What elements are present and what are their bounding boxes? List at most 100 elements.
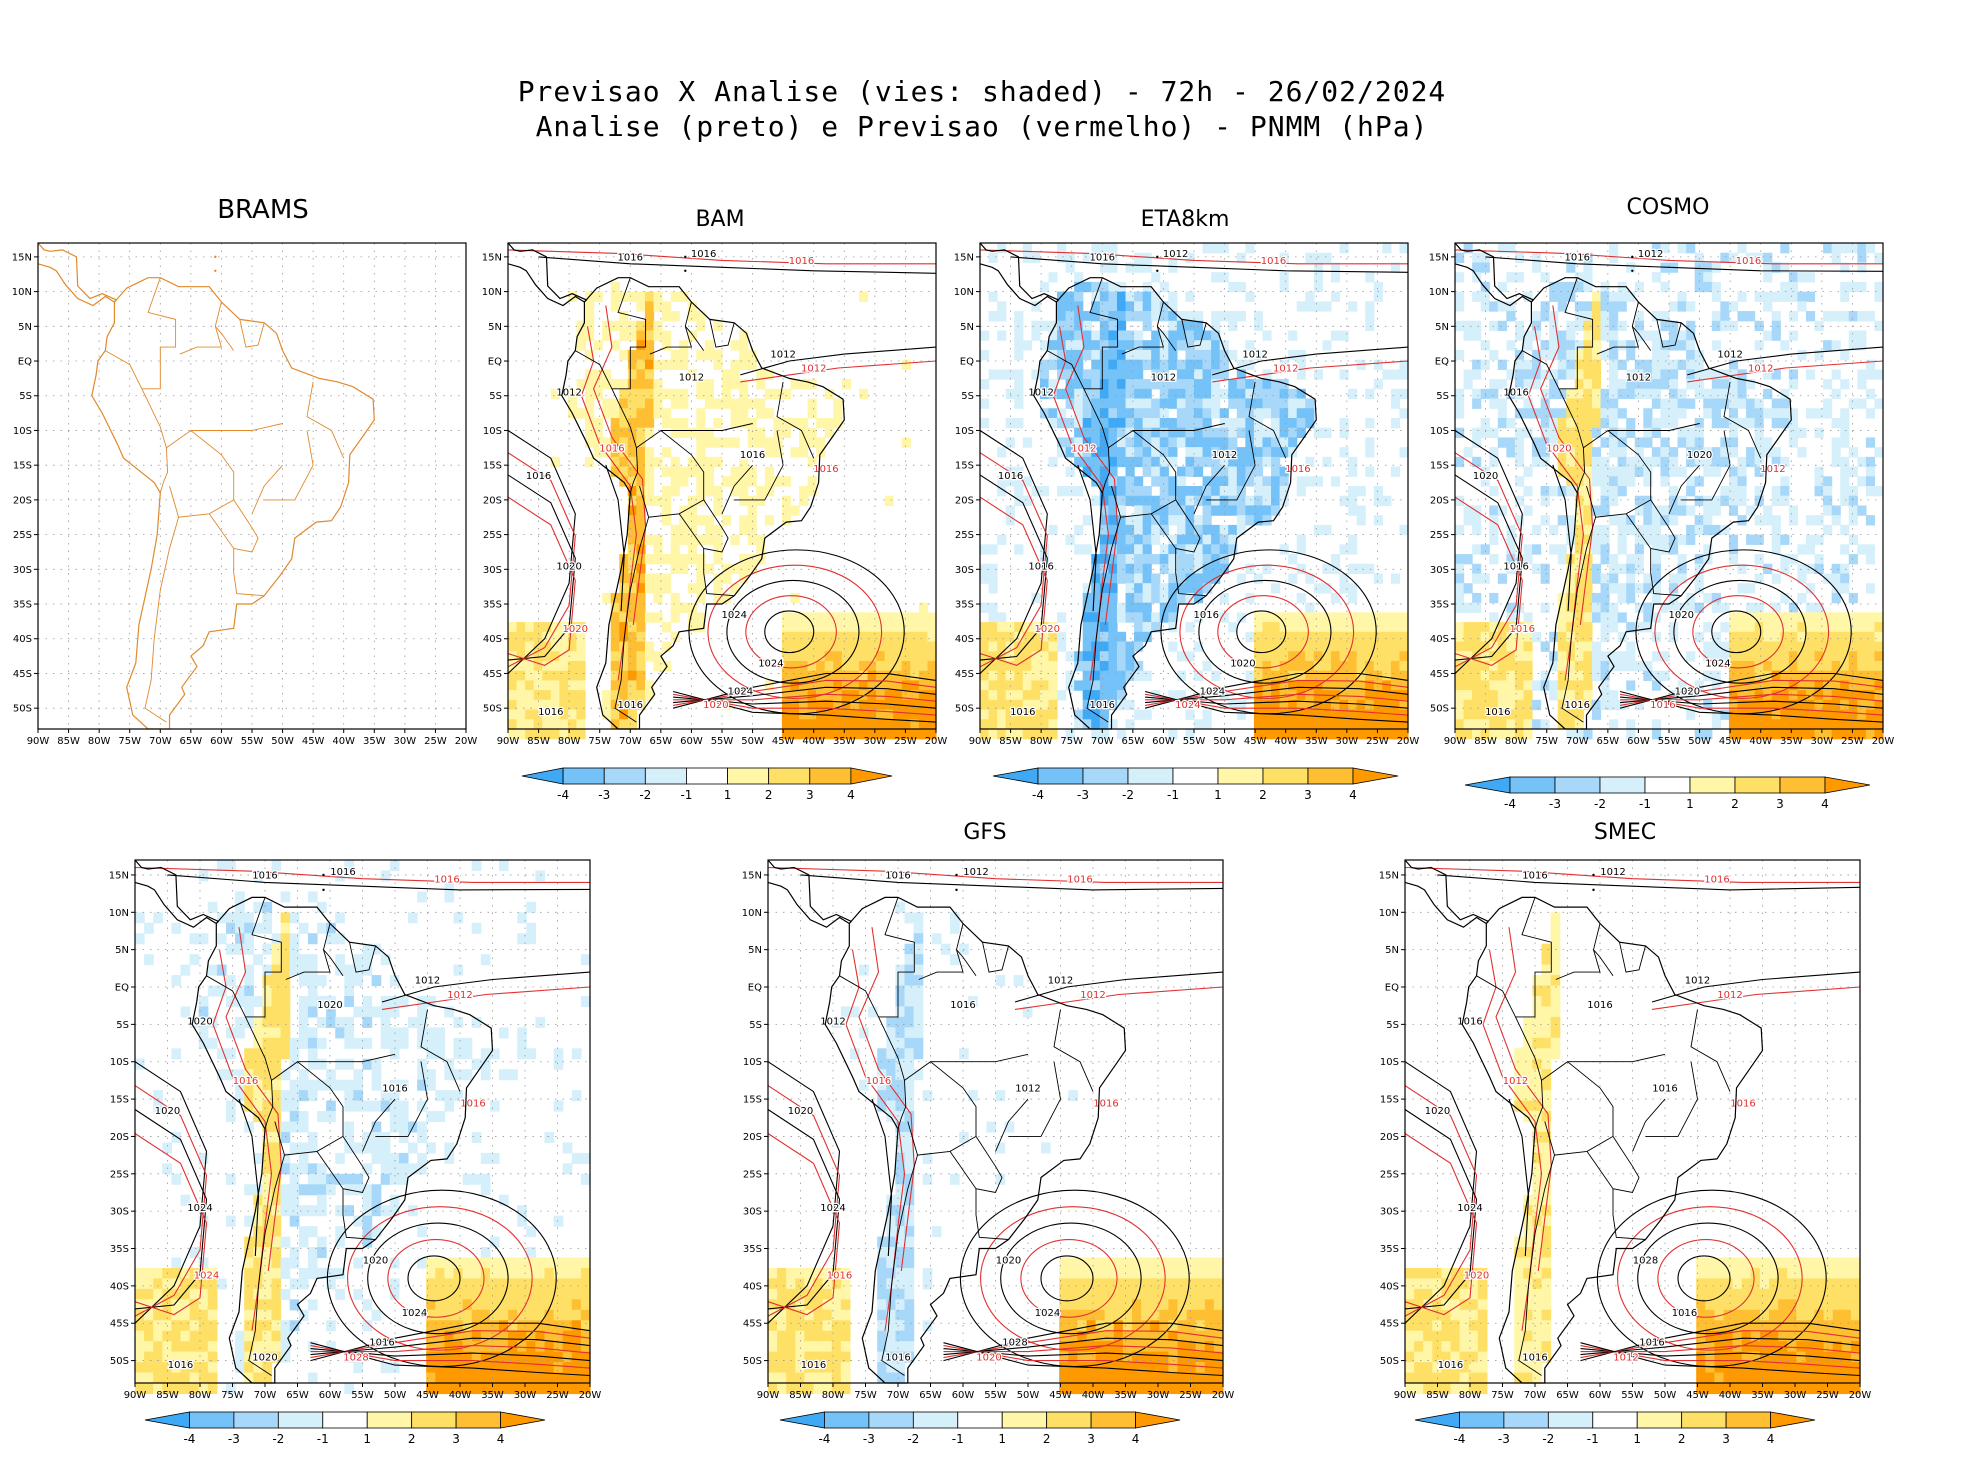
bias-cell: [1729, 642, 1738, 652]
bias-cell: [1523, 700, 1532, 710]
bias-cell: [1703, 505, 1712, 515]
bias-cell: [308, 1006, 318, 1017]
bias-cell: [1815, 554, 1824, 564]
bias-cell: [885, 622, 894, 632]
bias-cell: [1091, 573, 1100, 583]
bias-cell: [1575, 632, 1584, 642]
bias-cell: [825, 632, 834, 642]
bias-cell: [910, 612, 919, 622]
bias-cell: [1840, 476, 1849, 486]
bias-cell: [1780, 399, 1789, 409]
bias-cell: [1014, 690, 1023, 700]
bias-cell: [654, 301, 663, 311]
bias-cell: [1185, 437, 1194, 447]
bias-cell: [1151, 301, 1160, 311]
bias-cell: [1126, 457, 1135, 467]
bias-cell: [628, 544, 637, 554]
bias-cell: [1472, 544, 1481, 554]
bias-cell: [1083, 583, 1092, 593]
bias-cell: [181, 1320, 191, 1331]
bias-cell: [1083, 661, 1092, 671]
bias-cell: [1695, 496, 1704, 506]
bias-cell: [1237, 360, 1246, 370]
bias-cell: [1203, 496, 1212, 506]
bias-cell: [1755, 612, 1764, 622]
bias-cell: [927, 690, 936, 700]
bias-cell: [1635, 467, 1644, 477]
bias-cell: [1780, 486, 1789, 496]
bias-cell: [190, 1331, 200, 1342]
bias-cell: [1643, 330, 1652, 340]
bias-cell: [628, 632, 637, 642]
bias-cell: [1566, 350, 1575, 360]
bias-cell: [825, 418, 834, 428]
bias-cell: [253, 1237, 263, 1248]
bias-cell: [372, 1226, 382, 1237]
lon-tick-label: 30W: [864, 736, 887, 747]
bias-cell: [1074, 486, 1083, 496]
bias-cell: [636, 661, 645, 671]
bias-cell: [290, 1122, 300, 1133]
bias-cell: [799, 428, 808, 438]
bias-cell: [281, 965, 291, 976]
bias-cell: [381, 1027, 391, 1038]
bias-cell: [199, 1341, 209, 1352]
bias-cell: [1678, 496, 1687, 506]
bias-cell: [1678, 360, 1687, 370]
bias-cell: [1023, 340, 1032, 350]
bias-cell: [1374, 710, 1383, 720]
bias-cell: [671, 593, 680, 603]
bias-cell: [308, 1226, 318, 1237]
bias-cell: [1143, 340, 1152, 350]
bias-cell: [1498, 671, 1507, 681]
bias-cell: [1031, 719, 1040, 729]
bias-cell: [1472, 632, 1481, 642]
bias-cell: [1772, 525, 1781, 535]
bias-cell: [1348, 593, 1357, 603]
figure-title-line2: Analise (preto) e Previsao (vermelho) - …: [0, 110, 1964, 143]
bias-cell: [1558, 408, 1567, 418]
bias-cell: [636, 457, 645, 467]
bias-cell: [1100, 350, 1109, 360]
bias-cell: [1840, 496, 1849, 506]
bias-cell: [1626, 680, 1635, 690]
bias-cell: [1815, 515, 1824, 525]
lat-tick-label: 5N: [488, 322, 502, 333]
bias-cell: [1532, 525, 1541, 535]
lat-tick-label: 45S: [13, 669, 32, 680]
bias-cell: [1678, 564, 1687, 574]
bias-cell: [989, 369, 998, 379]
bias-cell: [1703, 399, 1712, 409]
bias-cell: [645, 321, 654, 331]
bias-cell: [1331, 622, 1340, 632]
bias-cell: [353, 1038, 363, 1049]
bias-cell: [1712, 321, 1721, 331]
bias-cell: [619, 719, 628, 729]
bias-cell: [1712, 447, 1721, 457]
bias-cell: [893, 690, 902, 700]
bias-cell: [1660, 399, 1669, 409]
bias-cell: [1874, 486, 1883, 496]
bias-cell: [1297, 301, 1306, 311]
bias-cell: [1772, 622, 1781, 632]
bias-cell: [1455, 399, 1464, 409]
bias-cell: [1100, 622, 1109, 632]
bias-cell: [1823, 525, 1832, 535]
bias-cell: [1849, 554, 1858, 564]
bias-cell: [1091, 690, 1100, 700]
bias-cell: [171, 1341, 181, 1352]
bias-cell: [1160, 437, 1169, 447]
bias-cell: [842, 612, 851, 622]
bias-cell: [1134, 369, 1143, 379]
isobar-label: 1016: [1736, 256, 1761, 267]
bias-cell: [1271, 632, 1280, 642]
bias-cell: [1066, 311, 1075, 321]
bias-cell: [1558, 651, 1567, 661]
bias-cell: [290, 1174, 300, 1185]
bias-cell: [226, 1101, 236, 1112]
bias-cell: [381, 1153, 391, 1164]
bias-cell: [1720, 321, 1729, 331]
bias-cell: [1211, 476, 1220, 486]
bias-cell: [1048, 408, 1057, 418]
